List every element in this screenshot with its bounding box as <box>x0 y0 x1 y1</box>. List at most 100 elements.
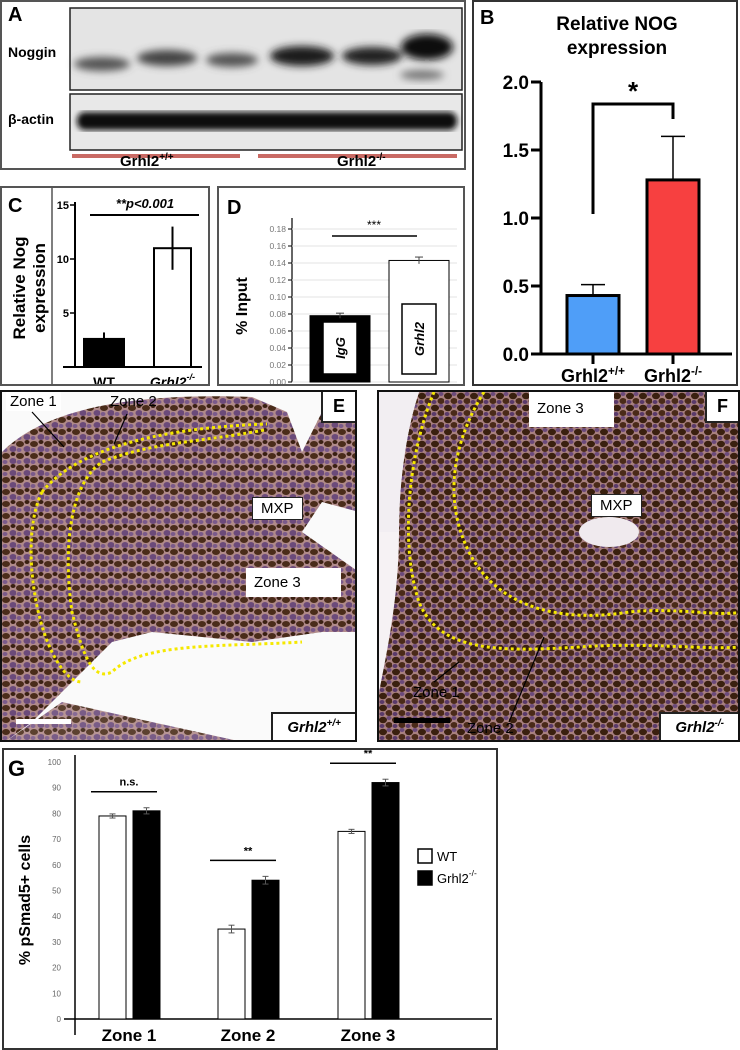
panel-letter: F <box>705 392 738 423</box>
label-zone1: Zone 1 <box>413 684 460 701</box>
label-zone1: Zone 1 <box>6 392 61 411</box>
bar <box>337 830 366 1020</box>
noggin-blot <box>69 7 463 91</box>
bar <box>565 294 621 356</box>
y-tick-label: 50 <box>52 887 61 896</box>
y-axis-label: expression <box>30 243 49 333</box>
x-tick-label: Zone 1 <box>102 1026 157 1045</box>
chart-g-svg: G % pSmad5+ cells 0 10 20 30 40 50 60 70 80 90 100 n.… <box>8 748 492 1045</box>
bar <box>371 782 400 1020</box>
y-tick-label: 15 <box>57 200 69 212</box>
bar-label: IgG <box>333 337 348 359</box>
y-tick-label: 1.5 <box>503 141 530 162</box>
zone-boundary-lines <box>40 422 303 676</box>
x-tick-label: Grhl2+/+ <box>561 365 625 386</box>
label-zone3: Zone 3 <box>529 392 614 427</box>
bar-label-box <box>322 321 358 375</box>
zone1-pointer <box>433 661 460 683</box>
panel-letter: E <box>320 392 355 423</box>
panel-b-chart: B Relative NOG expression 0.0 0.5 1.0 1.5 2.0 Gr… <box>472 0 738 386</box>
scale-bar <box>394 718 450 723</box>
legend-swatch <box>417 848 433 864</box>
y-tick-label: 1.0 <box>503 209 529 230</box>
bar <box>132 810 161 1020</box>
panel-g-chart: G % pSmad5+ cells 0 10 20 30 40 50 60 70 80 90 100 n.… <box>2 748 498 1050</box>
panel-c-chart: C Relative Nog expression 5 10 15 WT Grhl2-/- **… <box>0 186 210 386</box>
y-tick-label: 30 <box>52 938 61 947</box>
panel-d-chart: D % Input 0.00 0.02 0.04 0.06 0.08 0.10 0.12 0.14… <box>217 186 465 386</box>
zone1-pointer <box>31 411 65 448</box>
group-label-ko: Grhl2-/- <box>337 152 386 170</box>
panel-f-histology: Zone 3 MXP Zone 1 Zone 2 F Grhl2-/- <box>377 390 740 742</box>
panel-a-western-blot: A Noggin β-actin Grhl2+/+ Grhl2-/- <box>0 0 466 170</box>
y-tick-label: 0.12 <box>269 275 286 285</box>
zone2-pointer <box>508 636 545 723</box>
chart-b-svg: B Relative NOG expression 0.0 0.5 1.0 1.5 2.0 Gr… <box>480 7 732 386</box>
y-tick-label: 10 <box>52 989 61 998</box>
zone2-pointer <box>113 413 128 445</box>
y-tick-label: 0.18 <box>269 224 286 234</box>
genotype-label: Grhl2+/+ <box>271 712 355 740</box>
x-tick-label: Grhl2-/- <box>150 372 195 386</box>
bar-label-box <box>401 303 437 375</box>
histology-image-f <box>379 392 738 740</box>
panel-letter: B <box>480 7 494 29</box>
y-tick-label: 0.10 <box>269 292 286 302</box>
y-tick-label: 0.00 <box>269 377 286 386</box>
x-tick-label: Grhl2-/- <box>644 365 702 386</box>
significance-label: *** <box>367 218 381 232</box>
panel-letter: A <box>8 4 23 26</box>
tissue-region <box>379 392 738 740</box>
significance-label: ** <box>364 748 373 760</box>
y-tick-label: 60 <box>52 861 61 870</box>
blot-images <box>69 7 463 158</box>
y-tick-label: 2.0 <box>503 73 529 94</box>
y-tick-label: 0 <box>57 1015 62 1024</box>
y-tick-label: 0.5 <box>503 277 530 298</box>
chart-d-svg: D % Input 0.00 0.02 0.04 0.06 0.08 0.10 0.12 0.14… <box>227 197 457 386</box>
chart-title: expression <box>567 38 667 59</box>
label-zone3: Zone 3 <box>246 568 341 597</box>
genotype-label: Grhl2-/- <box>659 712 738 740</box>
label-zone2: Zone 2 <box>110 393 157 410</box>
x-tick-label: WT <box>93 374 115 386</box>
significance-label: **p<0.001 <box>116 196 174 211</box>
y-axis-label: % pSmad5+ cells <box>17 835 34 965</box>
zone-boundary-lines <box>452 392 738 617</box>
y-axis-label: Relative Nog <box>10 237 29 340</box>
chart-title: Relative NOG <box>556 14 677 35</box>
legend-label: Grhl2-/- <box>437 868 477 886</box>
chart-c-svg: C Relative Nog expression 5 10 15 WT Grhl2-/- **… <box>8 188 202 386</box>
y-tick-label: 90 <box>52 784 61 793</box>
scale-bar <box>16 719 71 724</box>
label-mxp: MXP <box>252 497 303 520</box>
x-tick-label: Zone 2 <box>221 1026 276 1045</box>
bar-label: Grhl2 <box>412 321 427 356</box>
panel-letter: D <box>227 197 241 219</box>
y-tick-label: 0.14 <box>269 258 286 268</box>
label-mxp: MXP <box>591 494 642 517</box>
y-tick-label: 10 <box>57 254 69 266</box>
y-tick-label: 0.08 <box>269 309 286 319</box>
y-tick-label: 100 <box>48 758 62 767</box>
y-tick-label: 80 <box>52 809 61 818</box>
y-tick-label: 5 <box>63 308 69 320</box>
row-label-actin: β-actin <box>8 111 54 127</box>
histology-image-e <box>2 392 355 740</box>
y-tick-label: 0.02 <box>269 360 286 370</box>
y-tick-label: 40 <box>52 912 61 921</box>
legend-swatch <box>417 870 433 886</box>
x-tick-label: Zone 3 <box>341 1026 396 1045</box>
group-label-wt: Grhl2+/+ <box>120 152 174 170</box>
y-tick-label: 0.04 <box>269 343 286 353</box>
label-zone2: Zone 2 <box>467 720 514 737</box>
legend-label: WT <box>437 849 457 864</box>
y-tick-label: 0.16 <box>269 241 286 251</box>
panel-e-histology: Zone 1 Zone 2 MXP Zone 3 E Grhl2+/+ <box>0 390 357 742</box>
bar <box>645 178 701 356</box>
actin-bands <box>77 112 457 130</box>
y-tick-label: 70 <box>52 835 61 844</box>
y-tick-label: 20 <box>52 964 61 973</box>
significance-label: n.s. <box>120 777 139 789</box>
panel-letter: G <box>8 756 25 781</box>
